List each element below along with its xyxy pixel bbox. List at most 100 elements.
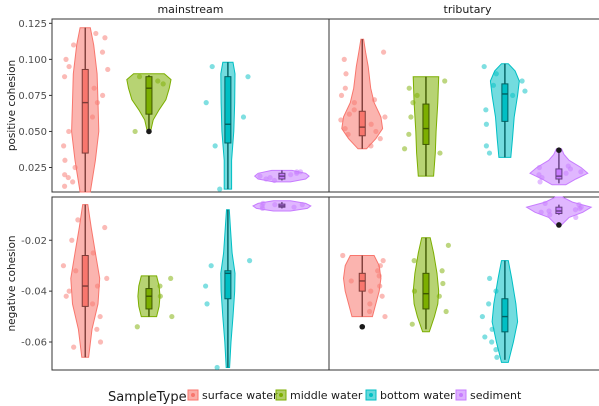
- box-sediment: [555, 168, 563, 180]
- group-surface-water: [340, 252, 388, 330]
- group-sediment: [525, 196, 593, 228]
- group-bottom-water: [203, 209, 253, 371]
- data-point: [70, 179, 76, 185]
- legend-entry-bottom-water: bottom water: [380, 389, 455, 402]
- data-point: [168, 275, 174, 282]
- data-point: [134, 324, 140, 330]
- data-point: [66, 128, 72, 135]
- legend-entry-surface-water: surface water: [202, 389, 278, 402]
- data-point: [479, 313, 485, 320]
- group-sediment: [529, 147, 589, 186]
- data-point: [377, 136, 383, 142]
- y-tick-label: 0.075: [18, 91, 47, 102]
- data-point: [62, 172, 68, 178]
- data-point: [493, 347, 499, 353]
- data-point: [217, 186, 223, 192]
- data-point: [63, 293, 69, 299]
- data-point: [443, 308, 449, 315]
- data-point: [482, 334, 488, 340]
- panel-mainstream-negative: [51, 196, 330, 371]
- data-point: [573, 214, 579, 220]
- data-point: [343, 71, 349, 77]
- data-point: [338, 117, 344, 123]
- data-point: [169, 313, 175, 320]
- y-axis-title-negative: negative cohesion: [6, 235, 18, 331]
- data-point: [60, 263, 67, 269]
- data-point: [409, 321, 415, 327]
- box-middle-water: [145, 76, 153, 115]
- data-point: [341, 56, 347, 62]
- legend-key-dot: [279, 393, 283, 397]
- data-point: [401, 146, 408, 152]
- data-point: [338, 92, 345, 99]
- data-point: [62, 157, 68, 163]
- data-point: [380, 49, 387, 55]
- data-point: [104, 275, 110, 282]
- legend-key-dot: [459, 393, 463, 397]
- box-middle-water: [145, 288, 153, 310]
- data-point: [203, 283, 209, 289]
- data-point: [340, 252, 346, 259]
- data-point: [71, 344, 77, 350]
- y-tick-label: 0.025: [18, 163, 47, 174]
- data-point: [66, 63, 72, 70]
- box-middle-water: [422, 103, 430, 145]
- data-point: [240, 114, 247, 120]
- group-middle-water: [401, 76, 448, 177]
- data-point: [212, 143, 218, 149]
- y-axis-title-positive: positive cohesion: [6, 60, 18, 151]
- data-point: [209, 63, 215, 70]
- data-point: [61, 74, 68, 80]
- y-tick-label: -0.04: [21, 287, 47, 298]
- data-point: [99, 49, 106, 55]
- outlier-point: [556, 222, 562, 228]
- data-point: [379, 293, 385, 299]
- box-bottom-water: [501, 83, 509, 122]
- data-point: [382, 114, 388, 120]
- data-point: [93, 30, 99, 37]
- data-point: [61, 143, 67, 149]
- box-bottom-water: [224, 76, 232, 144]
- data-point: [97, 313, 103, 320]
- group-surface-water: [60, 204, 110, 358]
- data-point: [66, 288, 72, 294]
- box-bottom-water: [501, 298, 509, 333]
- outlier-point: [146, 128, 152, 135]
- data-point: [411, 258, 417, 264]
- y-tick-label: 0.050: [18, 127, 47, 138]
- data-point: [440, 280, 446, 287]
- data-point: [537, 179, 543, 185]
- data-point: [483, 121, 489, 127]
- data-point: [439, 268, 445, 274]
- legend-key-dot: [191, 393, 195, 397]
- data-point: [494, 354, 500, 360]
- data-point: [483, 107, 489, 113]
- data-point: [382, 313, 388, 320]
- data-point: [100, 92, 106, 99]
- data-point: [445, 242, 451, 248]
- data-point: [105, 66, 111, 73]
- data-point: [246, 258, 253, 264]
- data-point: [437, 150, 443, 156]
- data-point: [203, 100, 209, 106]
- group-bottom-water: [481, 63, 528, 158]
- data-point: [489, 339, 495, 345]
- group-sediment: [252, 200, 312, 212]
- box-surface-water: [81, 255, 89, 307]
- outlier-point: [556, 147, 562, 153]
- data-point: [380, 258, 386, 264]
- panel-tributary-positive: [328, 18, 599, 193]
- panel-mainstream-positive: [51, 18, 330, 193]
- group-middle-water: [409, 237, 451, 333]
- group-middle-water: [134, 275, 175, 330]
- panel-tributary-negative: [328, 196, 599, 371]
- box-surface-water: [81, 68, 89, 154]
- legend-entry-sediment: sediment: [470, 389, 522, 402]
- facet-label-mainstream: mainstream: [157, 3, 223, 16]
- data-point: [63, 56, 69, 62]
- data-point: [61, 183, 68, 189]
- data-point: [486, 150, 493, 156]
- y-tick-label: -0.02: [21, 236, 47, 247]
- legend-title: SampleType: [108, 390, 187, 405]
- legend-entry-middle-water: middle water: [290, 389, 363, 402]
